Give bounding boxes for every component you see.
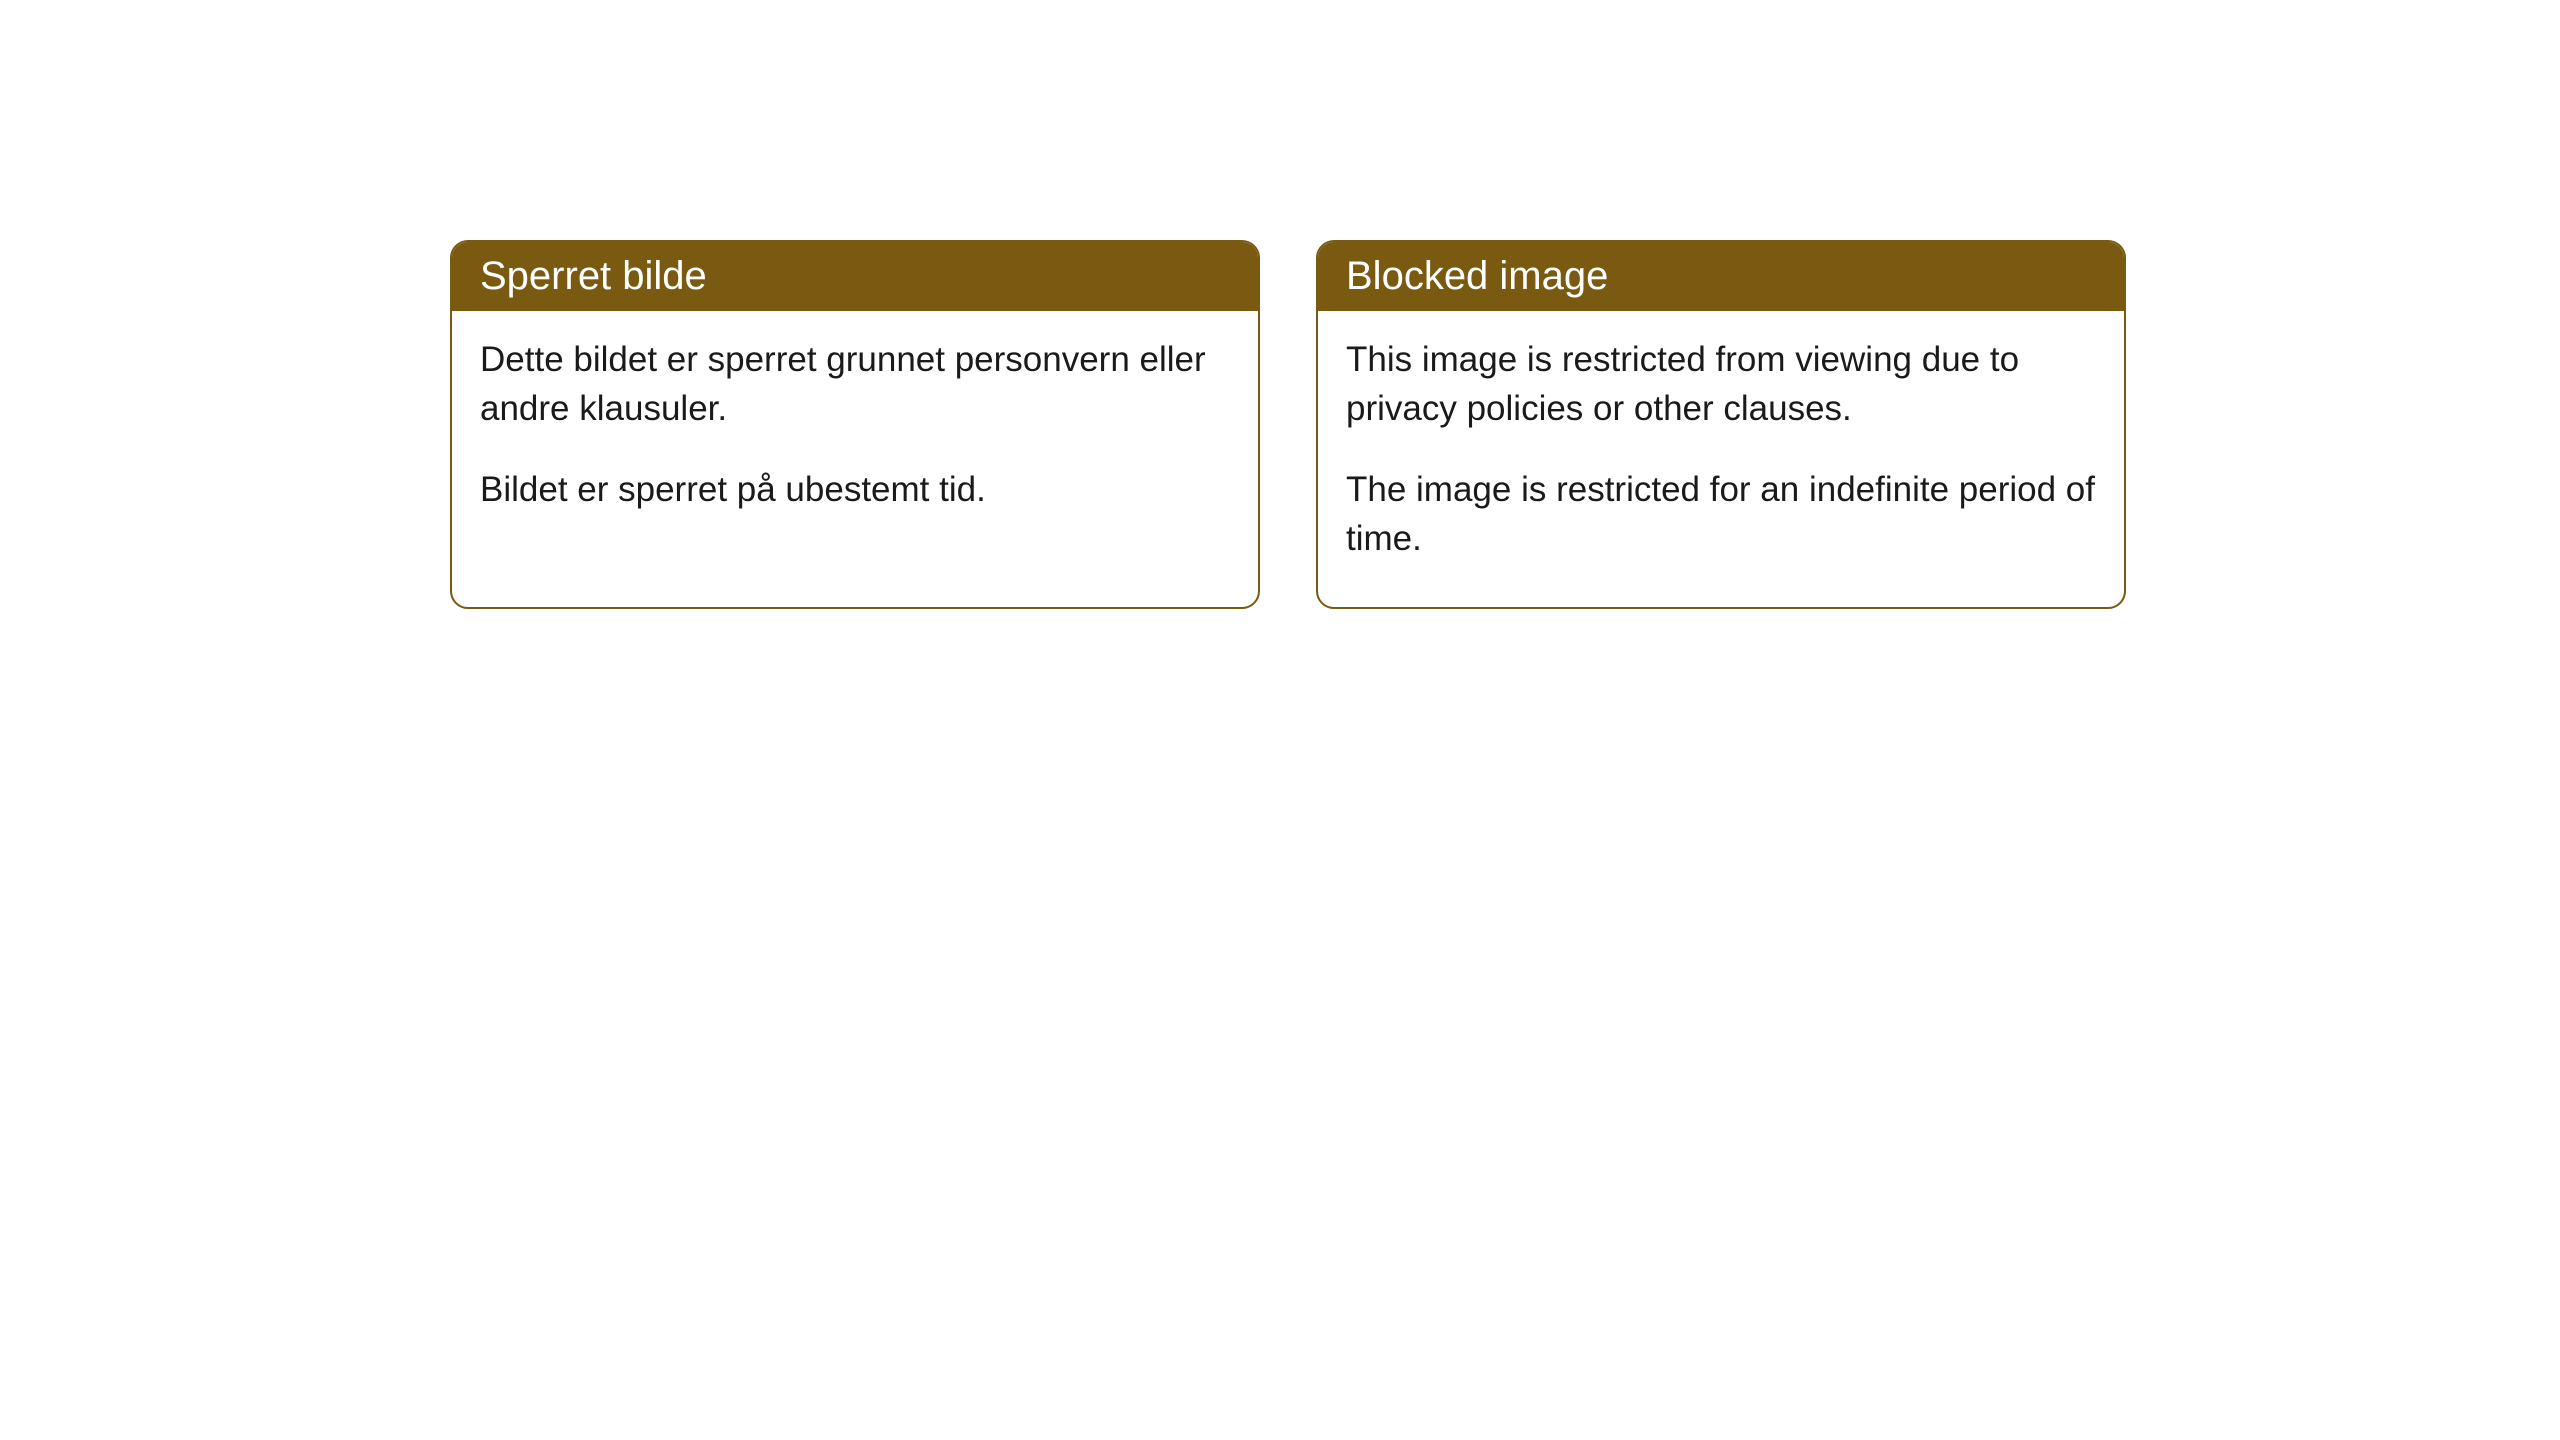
notice-container: Sperret bilde Dette bildet er sperret gr… xyxy=(450,240,2126,609)
notice-paragraph-1: Dette bildet er sperret grunnet personve… xyxy=(480,335,1230,433)
notice-paragraph-1: This image is restricted from viewing du… xyxy=(1346,335,2096,433)
notice-paragraph-2: Bildet er sperret på ubestemt tid. xyxy=(480,465,1230,514)
blocked-image-card-norwegian: Sperret bilde Dette bildet er sperret gr… xyxy=(450,240,1260,609)
card-header-english: Blocked image xyxy=(1318,242,2124,311)
card-header-norwegian: Sperret bilde xyxy=(452,242,1258,311)
notice-paragraph-2: The image is restricted for an indefinit… xyxy=(1346,465,2096,563)
blocked-image-card-english: Blocked image This image is restricted f… xyxy=(1316,240,2126,609)
card-body-norwegian: Dette bildet er sperret grunnet personve… xyxy=(452,311,1258,558)
card-body-english: This image is restricted from viewing du… xyxy=(1318,311,2124,607)
